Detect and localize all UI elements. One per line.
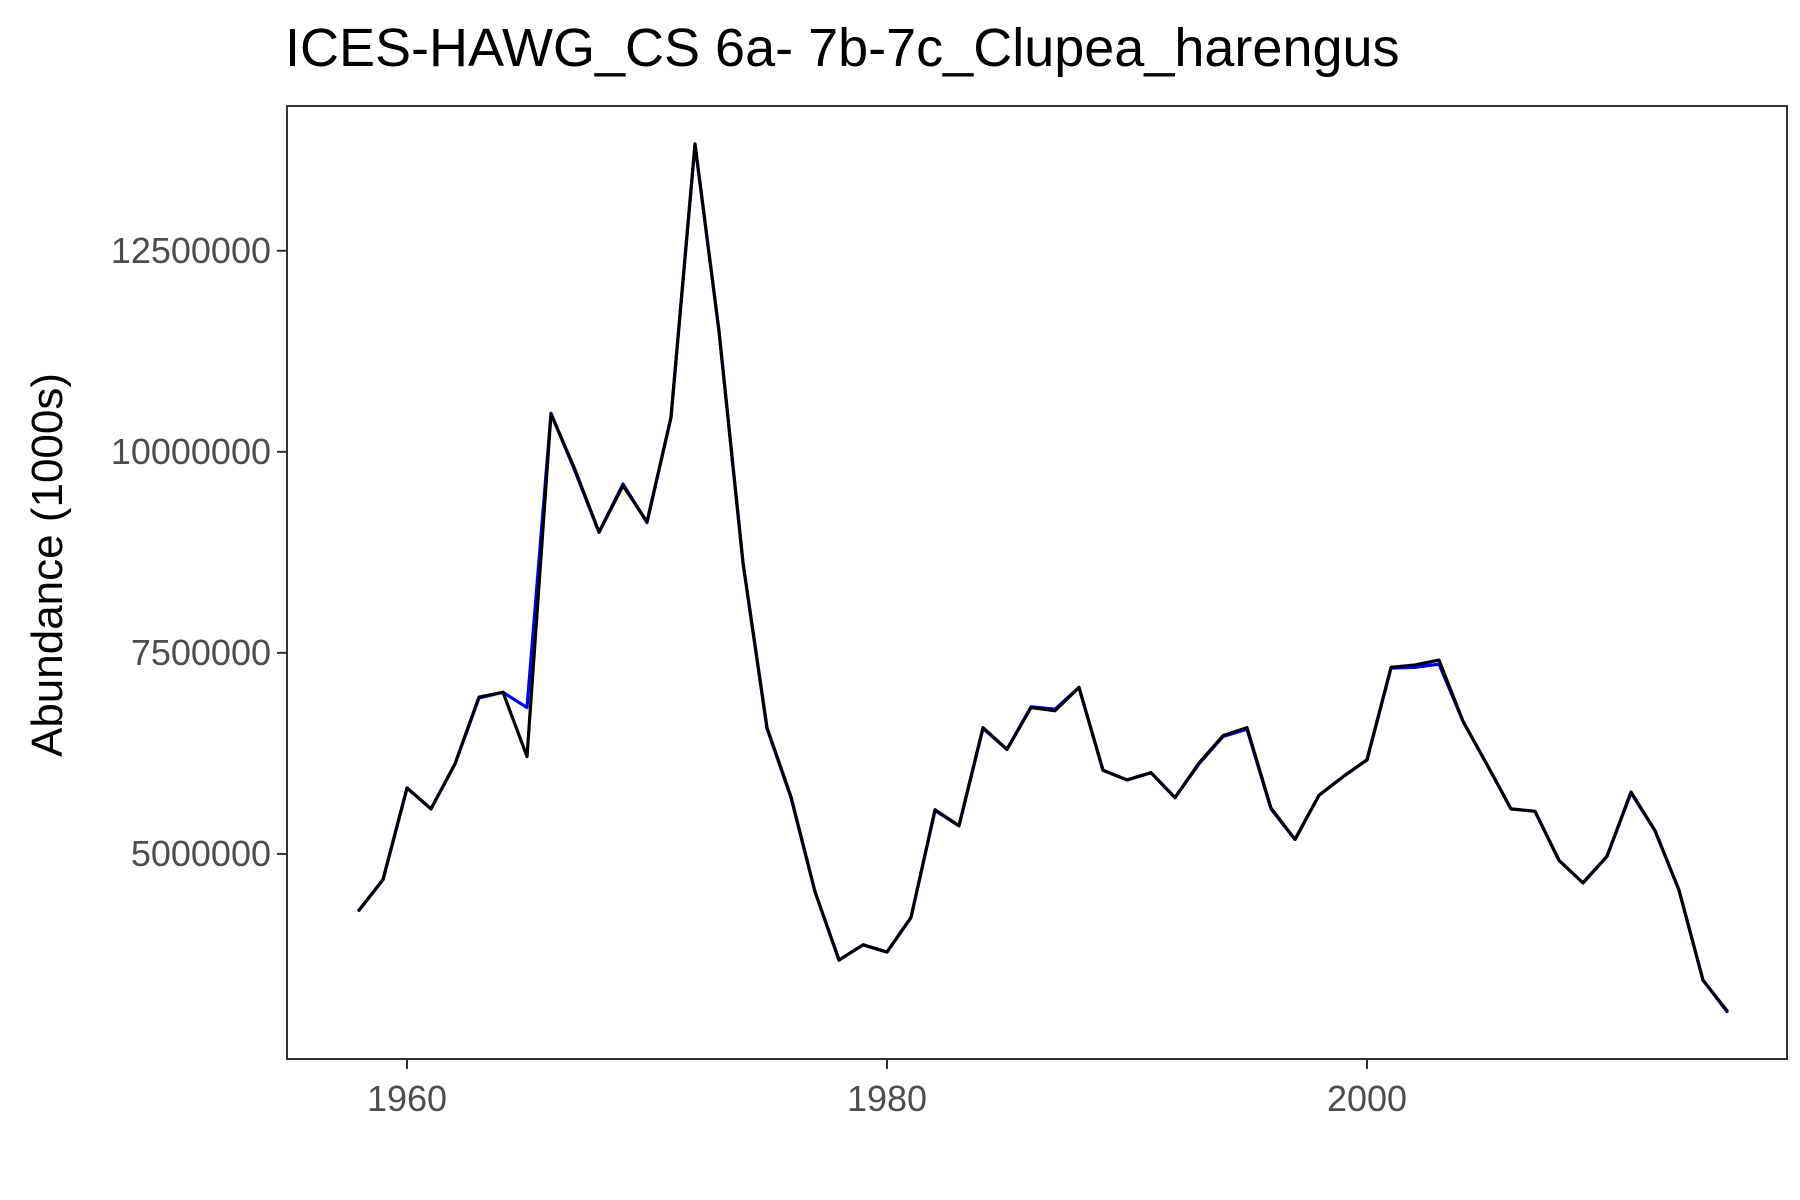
series-line-1 [357, 143, 1729, 1014]
x-tick-label: 2000 [1327, 1078, 1407, 1119]
series-group [357, 142, 1729, 1014]
chart-title: ICES-HAWG_CS 6a- 7b-7c_Clupea_harengus [285, 18, 1400, 78]
x-tick-label: 1980 [847, 1078, 927, 1119]
y-tick-label: 10000000 [111, 431, 271, 472]
plot-panel [286, 105, 1788, 1060]
y-tick-label: 12500000 [111, 230, 271, 271]
x-axis: 1960 1980 2000 [367, 1059, 1407, 1119]
series-line-2 [357, 142, 1729, 1013]
y-tick-label: 7500000 [131, 632, 271, 673]
x-tick-label: 1960 [367, 1078, 447, 1119]
y-axis-title: Abundance (1000s) [23, 373, 72, 757]
y-tick-label: 5000000 [131, 833, 271, 874]
y-axis: 5000000 7500000 10000000 12500000 [111, 230, 287, 874]
